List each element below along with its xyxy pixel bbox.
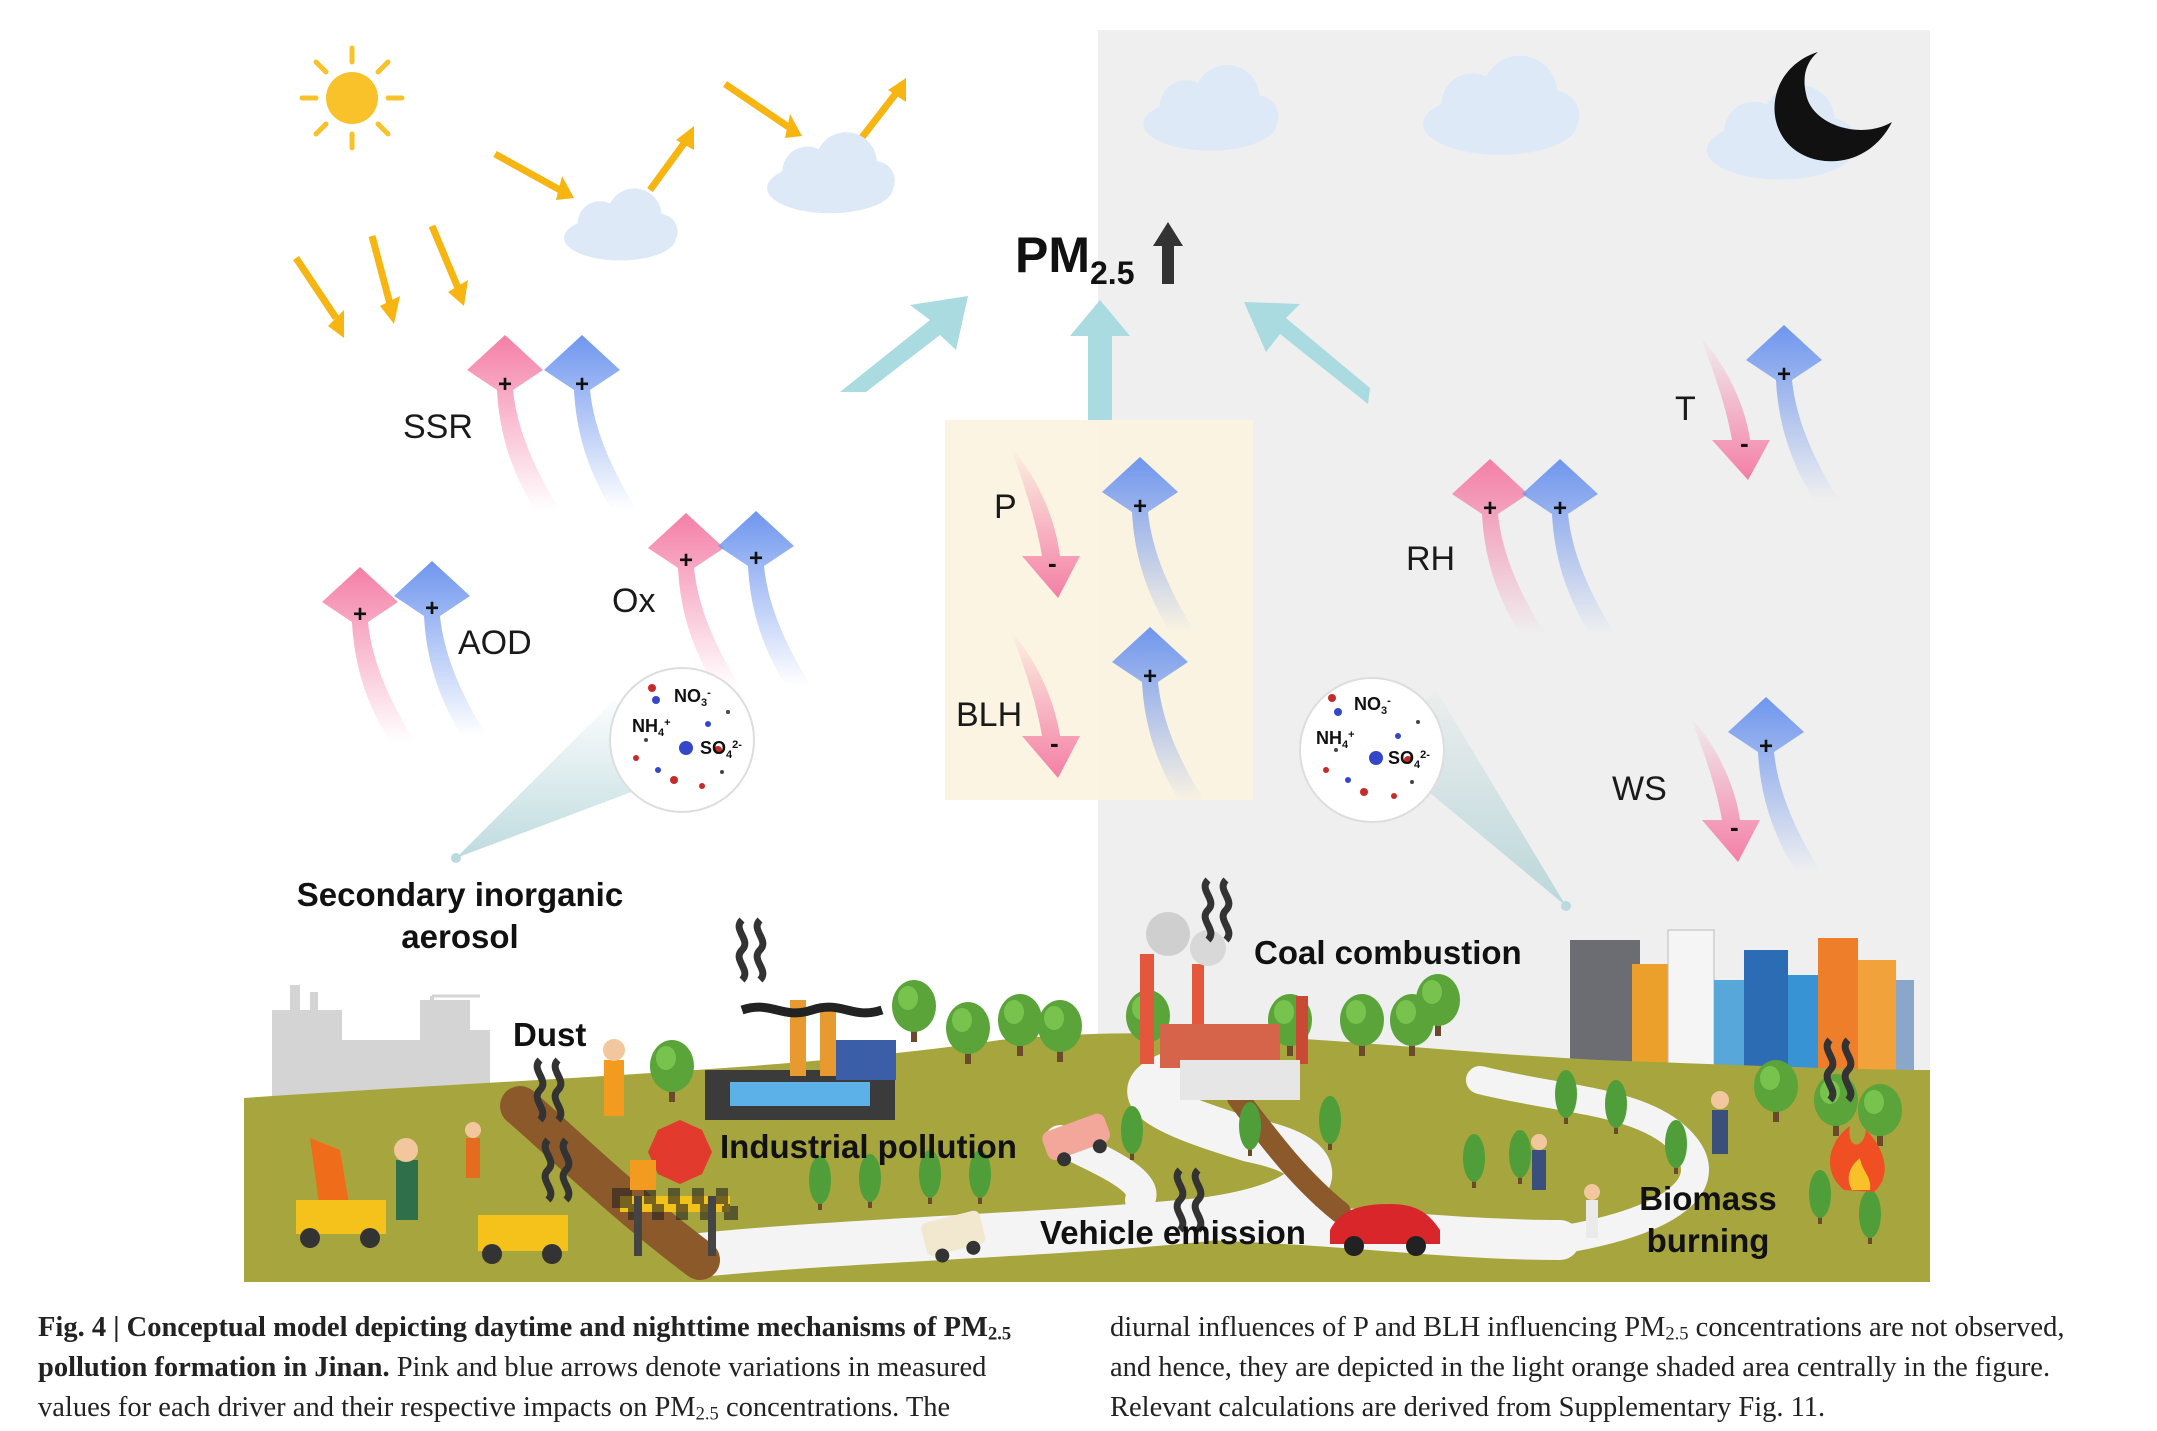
svg-text:NO3-: NO3- [1354, 694, 1391, 717]
svg-text:+: + [1133, 493, 1147, 520]
moon-icon [1774, 52, 1892, 162]
ssr-blue-arrow: + [544, 335, 637, 510]
svg-text:+: + [679, 547, 693, 574]
caption-title-line: Fig. 4 | Conceptual model depicting dayt… [38, 1312, 1012, 1345]
caption-left-column: Fig. 4 | Conceptual model depicting dayt… [38, 1308, 1068, 1428]
svg-text:PM2.5: PM2.5 [1015, 227, 1134, 291]
svg-text:+: + [575, 371, 589, 398]
svg-text:+: + [1553, 495, 1567, 522]
vehicles [921, 1113, 1440, 1263]
label-dust: Dust [513, 1016, 586, 1053]
label-secondary-aerosol-2: aerosol [401, 918, 518, 955]
label-vehicle: Vehicle emission [1040, 1214, 1306, 1251]
svg-text:+: + [353, 601, 367, 628]
factory-icon [705, 917, 896, 1120]
svg-text:NH4+: NH4+ [1316, 728, 1355, 751]
construction-scene [296, 1039, 738, 1264]
caption-line-3: values for each driver and their respect… [38, 1392, 951, 1425]
label-aod: AOD [458, 624, 532, 662]
label-p: P [994, 488, 1017, 526]
car-pink [1042, 1113, 1111, 1167]
city-skyline-right [1570, 929, 1914, 1071]
aerosol-particle-right: NO3- NH4+ SO42- [1299, 677, 1445, 823]
p-pink-arrow: - [1010, 446, 1080, 598]
svg-text:+: + [498, 371, 512, 398]
label-biomass-2: burning [1647, 1222, 1770, 1259]
t-blue-arrow: + [1746, 325, 1839, 500]
caption-right-line-1: diurnal influences of P and BLH influenc… [1110, 1312, 2065, 1345]
label-rh: RH [1406, 540, 1455, 578]
svg-text:NO3-: NO3- [674, 686, 711, 709]
ws-blue-arrow: + [1728, 697, 1821, 872]
caption-line-2: pollution formation in Jinan. Pink and b… [38, 1352, 987, 1383]
blh-pink-arrow: - [1010, 630, 1080, 778]
blh-blue-arrow: + [1112, 627, 1205, 802]
sun-icon [299, 45, 405, 151]
people [465, 1091, 1729, 1238]
svg-text:+: + [1483, 495, 1497, 522]
svg-text:+: + [425, 595, 439, 622]
aod-blue-arrow: + [394, 561, 487, 736]
label-coal: Coal combustion [1254, 934, 1522, 971]
svg-text:-: - [1730, 812, 1739, 842]
teal-arrows [840, 296, 1370, 420]
label-blh: BLH [956, 696, 1022, 734]
car-red [1330, 1204, 1440, 1256]
coal-plant-icon [1140, 877, 1308, 1100]
ws-pink-arrow: - [1690, 716, 1760, 862]
caption-right-line-3: Relevant calculations are derived from S… [1110, 1392, 1826, 1423]
svg-text:+: + [1759, 733, 1773, 760]
rh-pink-arrow: + [1452, 459, 1545, 634]
label-ssr: SSR [403, 408, 473, 446]
svg-text:+: + [749, 545, 763, 572]
conceptual-model-figure: PM2.5 + + + + + + - + - + + + [244, 30, 1930, 1282]
caption-right-column: diurnal influences of P and BLH influenc… [1110, 1308, 2128, 1428]
label-biomass: Biomass [1639, 1180, 1777, 1217]
source-labels: Secondary inorganic aerosol Dust Industr… [297, 876, 1777, 1259]
aod-pink-arrow: + [322, 567, 415, 742]
aerosol-particle-left: NO3- NH4+ SO42- [609, 667, 755, 813]
figure-caption: Fig. 4 | Conceptual model depicting dayt… [38, 1308, 2128, 1426]
sun-rays [293, 78, 906, 338]
fire-icon [1823, 1037, 1885, 1192]
svg-text:-: - [1740, 428, 1749, 458]
svg-text:+: + [1777, 361, 1791, 388]
ssr-pink-arrow: + [467, 335, 560, 510]
svg-text:-: - [1048, 548, 1057, 578]
ox-pink-arrow: + [648, 513, 741, 688]
svg-text:NH4+: NH4+ [632, 716, 671, 739]
shaded-area [945, 420, 1253, 800]
driver-labels: SSR AOD Ox P BLH RH T WS [403, 390, 1696, 808]
svg-text:SO42-: SO42- [1388, 748, 1430, 771]
label-ox: Ox [612, 582, 655, 620]
svg-text:-: - [1050, 728, 1059, 758]
label-industrial: Industrial pollution [720, 1128, 1017, 1165]
label-ws: WS [1612, 770, 1667, 808]
driver-arrows: + + + + + + - + - + + + - + - [322, 325, 1839, 872]
svg-text:+: + [1143, 663, 1157, 690]
label-secondary-aerosol: Secondary inorganic [297, 876, 623, 913]
label-t: T [1675, 390, 1696, 428]
van-beige [921, 1210, 986, 1263]
p-blue-arrow: + [1102, 457, 1195, 632]
pm25-label: PM2.5 [1015, 222, 1183, 291]
rh-blue-arrow: + [1522, 459, 1615, 634]
t-pink-arrow: - [1700, 336, 1770, 480]
caption-right-line-2: and hence, they are depicted in the ligh… [1110, 1352, 2051, 1383]
svg-text:SO42-: SO42- [700, 738, 742, 761]
ox-blue-arrow: + [718, 511, 811, 686]
